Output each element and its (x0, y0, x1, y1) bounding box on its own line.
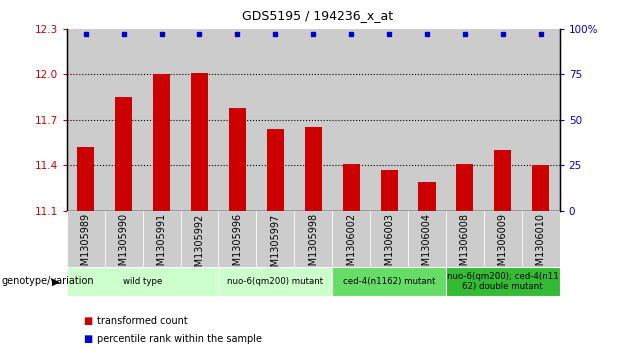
Bar (218, 211, 256, 267)
Text: genotype/variation: genotype/variation (1, 276, 94, 286)
Bar (266, 129, 284, 211)
Text: GSM1305991: GSM1305991 (156, 213, 167, 278)
Bar (191, 73, 208, 211)
Bar (522, 211, 560, 267)
Bar (153, 74, 170, 211)
Bar (181, 211, 218, 267)
Bar (294, 211, 332, 267)
Text: nuo-6(qm200); ced-4(n11
62) double mutant: nuo-6(qm200); ced-4(n11 62) double mutan… (447, 272, 558, 291)
Bar (332, 29, 370, 211)
Bar (332, 267, 446, 296)
Bar (67, 211, 105, 267)
Bar (218, 267, 332, 296)
Bar (380, 170, 398, 211)
Bar (105, 29, 142, 211)
Bar (294, 29, 332, 211)
Bar (332, 211, 370, 267)
Bar (370, 29, 408, 211)
Bar (67, 29, 105, 211)
Text: GSM1305997: GSM1305997 (270, 213, 280, 279)
Text: GDS5195 / 194236_x_at: GDS5195 / 194236_x_at (242, 9, 394, 22)
Text: GSM1305989: GSM1305989 (81, 213, 91, 278)
Bar (305, 127, 322, 211)
Bar (115, 97, 132, 211)
Bar (494, 150, 511, 211)
Text: GSM1305998: GSM1305998 (308, 213, 318, 278)
Bar (457, 164, 473, 211)
Bar (229, 108, 246, 211)
Text: ced-4(n1162) mutant: ced-4(n1162) mutant (343, 277, 435, 286)
Text: GSM1306003: GSM1306003 (384, 213, 394, 278)
Text: GSM1305990: GSM1305990 (119, 213, 128, 278)
Text: GSM1306008: GSM1306008 (460, 213, 470, 278)
Text: GSM1306004: GSM1306004 (422, 213, 432, 278)
Text: wild type: wild type (123, 277, 162, 286)
Bar (532, 165, 550, 211)
Text: GSM1306002: GSM1306002 (346, 213, 356, 278)
Text: ▶: ▶ (52, 276, 60, 286)
Text: GSM1305992: GSM1305992 (195, 213, 205, 279)
Bar (77, 147, 94, 211)
Bar (256, 29, 294, 211)
Text: ■: ■ (83, 316, 92, 326)
Text: nuo-6(qm200) mutant: nuo-6(qm200) mutant (227, 277, 323, 286)
Bar (408, 211, 446, 267)
Text: GSM1305996: GSM1305996 (232, 213, 242, 278)
Text: transformed count: transformed count (97, 316, 188, 326)
Bar (446, 29, 484, 211)
Bar (181, 29, 218, 211)
Text: GSM1306009: GSM1306009 (498, 213, 508, 278)
Bar (256, 211, 294, 267)
Bar (408, 29, 446, 211)
Bar (418, 182, 436, 211)
Text: percentile rank within the sample: percentile rank within the sample (97, 334, 261, 344)
Bar (446, 211, 484, 267)
Bar (142, 29, 181, 211)
Bar (67, 267, 218, 296)
Bar (484, 29, 522, 211)
Bar (484, 211, 522, 267)
Bar (218, 29, 256, 211)
Text: GSM1306010: GSM1306010 (536, 213, 546, 278)
Bar (446, 267, 560, 296)
Bar (105, 211, 142, 267)
Bar (370, 211, 408, 267)
Text: ■: ■ (83, 334, 92, 344)
Bar (343, 164, 360, 211)
Bar (142, 211, 181, 267)
Bar (522, 29, 560, 211)
